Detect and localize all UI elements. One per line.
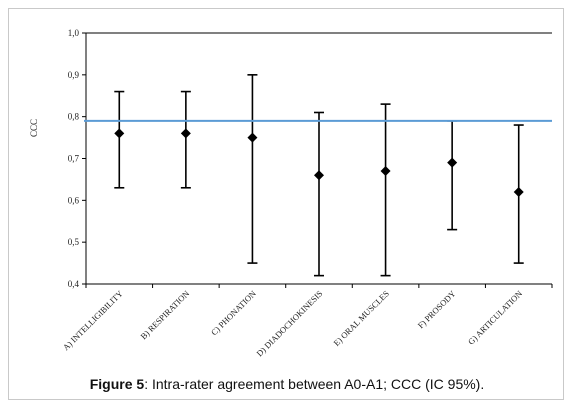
category-label: F) PROSODY — [416, 288, 458, 330]
data-point-marker — [380, 166, 391, 177]
figure-frame — [8, 8, 564, 400]
data-point-marker — [247, 132, 258, 143]
data-point-marker — [314, 170, 324, 181]
category-label: B) RESPIRATION — [138, 288, 191, 341]
y-tick-label: 0,8 — [68, 112, 80, 122]
category-label: D) DIADOCHOKINESIS — [254, 288, 324, 358]
data-point-marker — [447, 157, 458, 168]
y-tick-label: 0,9 — [68, 70, 80, 80]
category-label: E) ORAL MUSCLES — [331, 288, 391, 348]
data-point-marker — [180, 128, 191, 139]
caption-label: Figure 5 — [89, 376, 145, 392]
y-tick-label: 0,4 — [68, 279, 80, 289]
data-point-marker — [513, 186, 524, 197]
y-tick-label: 0,5 — [68, 237, 80, 247]
y-tick-label: 1,0 — [68, 28, 80, 38]
data-point-marker — [114, 128, 125, 139]
figure-caption: Figure 5: Intra-rater agreement between … — [0, 376, 574, 392]
y-tick-label: 0,6 — [68, 195, 80, 205]
category-label: G) ARTICULATION — [466, 288, 524, 346]
category-label: A) INTELLIGIBILITY — [61, 288, 125, 352]
caption-text: : Intra-rater agreement between A0-A1; C… — [144, 376, 485, 392]
category-label: C) PHONATION — [209, 288, 258, 337]
y-tick-label: 0,7 — [68, 154, 80, 164]
y-axis-label: CCC — [29, 119, 39, 137]
